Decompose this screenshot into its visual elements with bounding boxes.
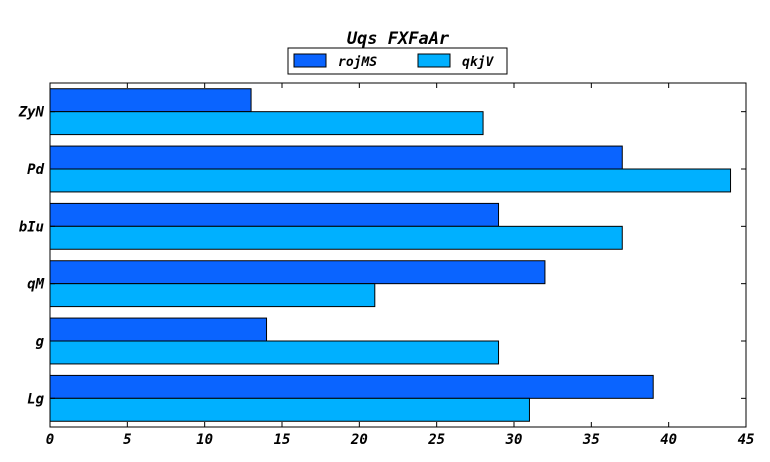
ytick-label-qM: qM xyxy=(27,277,44,293)
xtick-label-25: 25 xyxy=(427,432,445,448)
ytick-label-Pd: Pd xyxy=(27,162,44,178)
bar-rojMS-ZyN xyxy=(49,88,252,113)
legend: rojMS qkjV xyxy=(287,47,508,75)
bar-rojMS-bIu xyxy=(49,202,500,227)
legend-swatch-rojms xyxy=(293,53,327,68)
bar-qkjV-qM xyxy=(49,283,376,308)
bars-group xyxy=(49,88,732,422)
ytick-label-bIu: bIu xyxy=(19,219,44,235)
ytick-label-g: g xyxy=(36,334,45,350)
legend-label-qkjv: qkjV xyxy=(462,55,494,70)
xtick-label-20: 20 xyxy=(350,432,368,448)
bar-rojMS-g xyxy=(49,317,268,342)
bar-qkjV-Pd xyxy=(49,168,732,193)
chart-title: Uqs FXFaAr xyxy=(347,29,450,49)
xtick-label-10: 10 xyxy=(196,432,213,448)
ytick-label-Lg: Lg xyxy=(27,391,44,407)
bar-qkjV-bIu xyxy=(49,225,623,250)
xtick-label-40: 40 xyxy=(660,432,677,448)
xtick-label-30: 30 xyxy=(505,432,523,448)
xtick-label-5: 5 xyxy=(123,432,131,448)
bar-rojMS-Pd xyxy=(49,145,623,170)
xtick-label-45: 45 xyxy=(738,432,755,448)
legend-swatch-qkjv xyxy=(417,53,451,68)
xtick-label-0: 0 xyxy=(46,432,54,448)
bar-qkjV-Lg xyxy=(49,397,530,422)
bar-rojMS-qM xyxy=(49,260,546,285)
legend-label-rojms: rojMS xyxy=(338,55,377,70)
xtick-label-15: 15 xyxy=(274,432,291,448)
ytick-label-ZyN: ZyN xyxy=(18,105,45,121)
ticks-group: ZyN Pd bIu qM g Lg 0 5 10 15 20 25 30 35 40 45 xyxy=(18,83,755,448)
bar-rojMS-Lg xyxy=(49,374,654,399)
bar-qkjV-ZyN xyxy=(49,111,484,136)
xtick-label-35: 35 xyxy=(582,432,600,448)
plot-frame xyxy=(49,82,747,428)
bar-qkjV-g xyxy=(49,340,500,365)
